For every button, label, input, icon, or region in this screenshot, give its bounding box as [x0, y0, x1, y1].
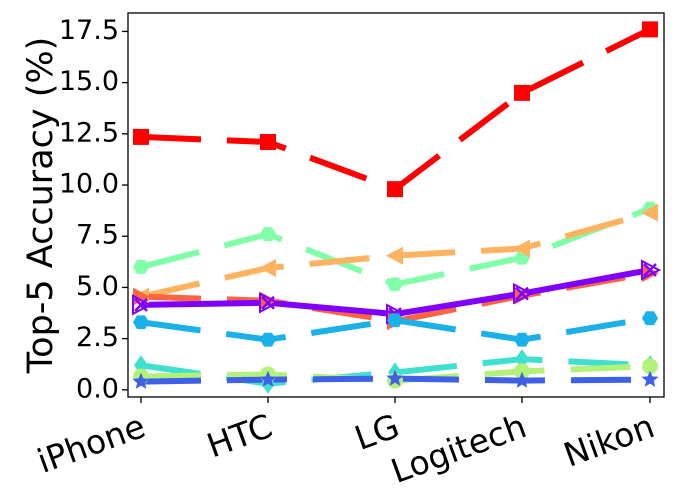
data-point-outline	[259, 292, 280, 314]
plot-area-frame	[127, 12, 665, 398]
data-point	[642, 264, 659, 283]
data-point	[514, 363, 530, 380]
y-tick-label: 2.5	[76, 322, 119, 353]
y-tick-label: 12.5	[59, 117, 119, 148]
data-point	[386, 369, 404, 386]
data-point	[641, 370, 659, 387]
data-point	[642, 21, 658, 38]
data-point	[133, 128, 149, 145]
y-tick-label: 17.5	[59, 15, 119, 46]
data-point	[133, 315, 149, 330]
y-tick-label: 0.0	[76, 373, 119, 404]
x-tick-label: Nikon	[559, 406, 660, 474]
series-line	[140, 26, 652, 193]
y-axis-title: Top-5 Accuracy (%)	[21, 37, 61, 375]
data-point	[132, 372, 150, 389]
data-point	[133, 260, 149, 274]
data-point	[513, 371, 531, 388]
data-point	[641, 203, 658, 222]
data-point	[515, 349, 529, 370]
series-layer	[140, 26, 652, 387]
data-point	[387, 181, 403, 198]
data-point	[261, 295, 275, 310]
y-axis-ticks: 0.0 2.5 5.0 7.5 10.0 12.5 15.0 17.5	[59, 15, 128, 404]
data-point	[259, 258, 276, 277]
data-point	[260, 227, 276, 242]
data-point	[387, 277, 403, 292]
x-tick-label: HTC	[202, 406, 277, 465]
data-point	[514, 332, 530, 347]
data-point	[134, 297, 148, 312]
marker-layer	[132, 21, 662, 394]
series-line	[140, 205, 652, 288]
data-point-outline	[641, 259, 662, 281]
data-point	[513, 239, 530, 258]
data-point	[642, 358, 658, 375]
data-point	[515, 286, 529, 301]
data-point	[514, 84, 530, 101]
data-point	[386, 246, 403, 265]
y-tick-label: 7.5	[76, 220, 119, 251]
y-tick-label: 10.0	[59, 169, 119, 200]
y-tick-label: 5.0	[76, 271, 119, 302]
x-tick-label: Logitech	[386, 406, 531, 491]
data-point-outline	[132, 294, 153, 316]
y-tick-label: 15.0	[59, 66, 119, 97]
data-point	[643, 263, 657, 277]
x-tick-label: iPhone	[32, 406, 150, 481]
series-line	[140, 209, 651, 300]
data-point	[260, 134, 276, 151]
series-line	[140, 267, 651, 318]
data-point-outline	[513, 282, 534, 305]
data-point	[259, 370, 277, 387]
data-point	[642, 311, 658, 326]
data-point	[260, 332, 276, 347]
data-point	[387, 313, 403, 328]
